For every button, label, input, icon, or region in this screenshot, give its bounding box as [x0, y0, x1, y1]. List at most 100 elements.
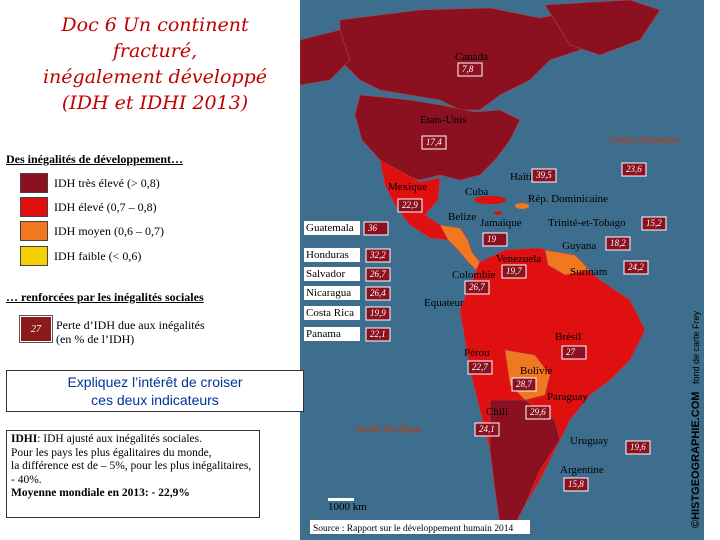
legend-heading-inequality: … renforcées par les inégalités sociales	[6, 290, 204, 304]
legend-label: IDH faible (< 0,6)	[54, 248, 142, 263]
country-name-venezuela: Venezuela	[496, 253, 541, 265]
country-name-paraguay: Paraguay	[547, 391, 588, 403]
country-name-bresil: Brésil	[555, 331, 581, 343]
inequality-box-honduras	[365, 248, 391, 263]
inequality-box-surinam	[623, 260, 649, 275]
country-name-cuba: Cuba	[465, 186, 488, 198]
task-line-1: Expliquez l’intérêt de croiser	[67, 374, 243, 390]
country-name-honduras: Honduras	[306, 249, 349, 261]
inequality-value-salvador: 26,7	[370, 269, 386, 279]
country-name-canada: Canada	[455, 51, 488, 63]
legend-swatch	[20, 221, 48, 241]
country-name-salvador: Salvador	[306, 268, 345, 280]
hispaniola-shape	[515, 203, 529, 209]
greenland-shape	[544, 0, 661, 56]
idhi-term: IDHI	[11, 433, 38, 445]
task-box: Expliquez l’intérêt de croiser ces deux …	[6, 370, 304, 412]
inequality-box-guyana	[605, 236, 631, 251]
guyanas-shape	[544, 249, 591, 276]
country-name-belize: Belize	[448, 211, 476, 223]
idhi-definition-box: IDHI: IDH ajusté aux inégalités sociales…	[6, 430, 260, 518]
inequality-box-chili	[474, 422, 500, 437]
country-name-jamaique: Jamaïque	[480, 217, 522, 229]
task-line-2: ces deux indicateurs	[91, 392, 219, 408]
country-name-haiti: Haïti	[510, 171, 532, 183]
inequality-value-colombie: 19,7	[506, 266, 522, 276]
legend-item: IDH élevé (0,7 – 0,8)	[20, 196, 157, 218]
inequality-box-argentine-val	[563, 477, 589, 492]
inequality-value-paraguay: 29,6	[530, 407, 546, 417]
inequality-box-jamaique	[482, 232, 508, 247]
country-name-guatemala: Guatemala	[306, 222, 354, 234]
country-name-perou: Pérou	[464, 347, 490, 359]
inequality-value-jamaique: 19	[487, 234, 497, 244]
americas-map: Océan Atlantique Océan Pacifique Canada7…	[300, 0, 704, 540]
jamaica-shape	[494, 211, 502, 215]
inequality-value-equateur: 26,7	[469, 282, 485, 292]
inequality-value-nicaragua: 26,4	[370, 288, 386, 298]
alaska-shape	[300, 29, 351, 86]
country-name-costa-rica: Costa Rica	[306, 307, 354, 319]
legend-item: IDH très élevé (> 0,8)	[20, 172, 160, 194]
legend-swatch	[20, 173, 48, 193]
inequality-label: Perte d’IDH due aux inégalités (en % de …	[56, 318, 205, 346]
country-name-uruguay: Uruguay	[570, 435, 609, 447]
page-title: Doc 6 Un continent fracturé, inégalement…	[20, 12, 290, 116]
ocean-atlantic-label: Océan Atlantique	[610, 135, 681, 146]
legend-item: IDH moyen (0,6 – 0,7)	[20, 220, 164, 242]
inequality-value-panama: 22,1	[370, 329, 386, 339]
inequality-value-costa-rica: 19,9	[370, 308, 386, 318]
country-name-bg-costa-rica	[304, 306, 360, 320]
inequality-value-trinite-et-tobago: 15,2	[646, 218, 662, 228]
inequality-box-canada	[457, 62, 483, 77]
canada-shape	[339, 7, 601, 111]
country-name-bg-guatemala	[304, 221, 360, 235]
idhi-line-5: Moyenne mondiale en 2013: - 22,9%	[11, 487, 190, 499]
title-line-3: (IDH et IDHI 2013)	[61, 92, 249, 114]
inequality-value-rep-dominicaine: 23,6	[626, 164, 642, 174]
inequality-value-etats-unis: 17,4	[426, 137, 442, 147]
country-name-argentine: Argentine	[560, 464, 604, 476]
source-text: Source : Rapport sur le développement hu…	[313, 524, 513, 534]
inequality-value-haiti: 39,5	[535, 170, 552, 180]
inequality-value-uruguay: 19,6	[630, 442, 646, 452]
country-name-guyana: Guyana	[562, 240, 596, 252]
inequality-box-salvador	[365, 267, 391, 282]
inequality-value-honduras: 32,2	[369, 250, 386, 260]
idhi-line-2: Pour les pays les plus égalitaires du mo…	[11, 446, 212, 459]
source-box	[310, 520, 530, 534]
inequality-value-guyana: 18,2	[610, 238, 626, 248]
inequality-value-guatemala: 36	[367, 223, 378, 233]
country-name-chili: Chili	[486, 406, 508, 418]
inequality-value-bolivie: 28,7	[516, 379, 532, 389]
inequality-value-argentine-val: 15,8	[568, 479, 584, 489]
country-name-bg-nicaragua	[304, 286, 360, 300]
inequality-box-trinite-et-tobago	[641, 216, 667, 231]
inequality-value-perou: 22,7	[472, 362, 488, 372]
inequality-box-colombie	[501, 264, 527, 279]
inequality-box-bresil	[561, 345, 587, 360]
country-name-bolivie: Bolivie	[520, 365, 553, 377]
title-line-1: Doc 6 Un continent fracturé,	[61, 14, 249, 62]
legend-swatch	[20, 197, 48, 217]
inequality-value-mexique: 22,9	[402, 200, 418, 210]
inequality-box-nicaragua	[365, 286, 391, 301]
legend-label: IDH moyen (0,6 – 0,7)	[54, 223, 164, 238]
inequality-box-perou	[467, 360, 493, 375]
scale-label: 1000 km	[328, 501, 367, 513]
scale-bar	[328, 498, 354, 501]
inequality-value-chili: 24,1	[479, 424, 495, 434]
inequality-box-guatemala	[363, 221, 389, 236]
country-name-bg-honduras	[304, 248, 360, 262]
country-name-rep-dominicaine: Rép. Dominicaine	[528, 193, 608, 205]
inequality-box-haiti	[531, 168, 557, 183]
inequality-value-surinam: 24,2	[628, 262, 644, 272]
ocean-pacific-label: Océan Pacifique	[355, 424, 422, 435]
inequality-box-bolivie	[511, 377, 537, 392]
inequality-box-uruguay	[625, 440, 651, 455]
inequality-value-canada: 7,8	[462, 64, 474, 74]
country-name-bg-salvador	[304, 267, 360, 281]
credit-vertical: ©HISTGEOGRAPHIE.COM fond de carte Frey	[690, 311, 702, 528]
legend-swatch	[20, 246, 48, 266]
legend-label: IDH élevé (0,7 – 0,8)	[54, 199, 157, 214]
